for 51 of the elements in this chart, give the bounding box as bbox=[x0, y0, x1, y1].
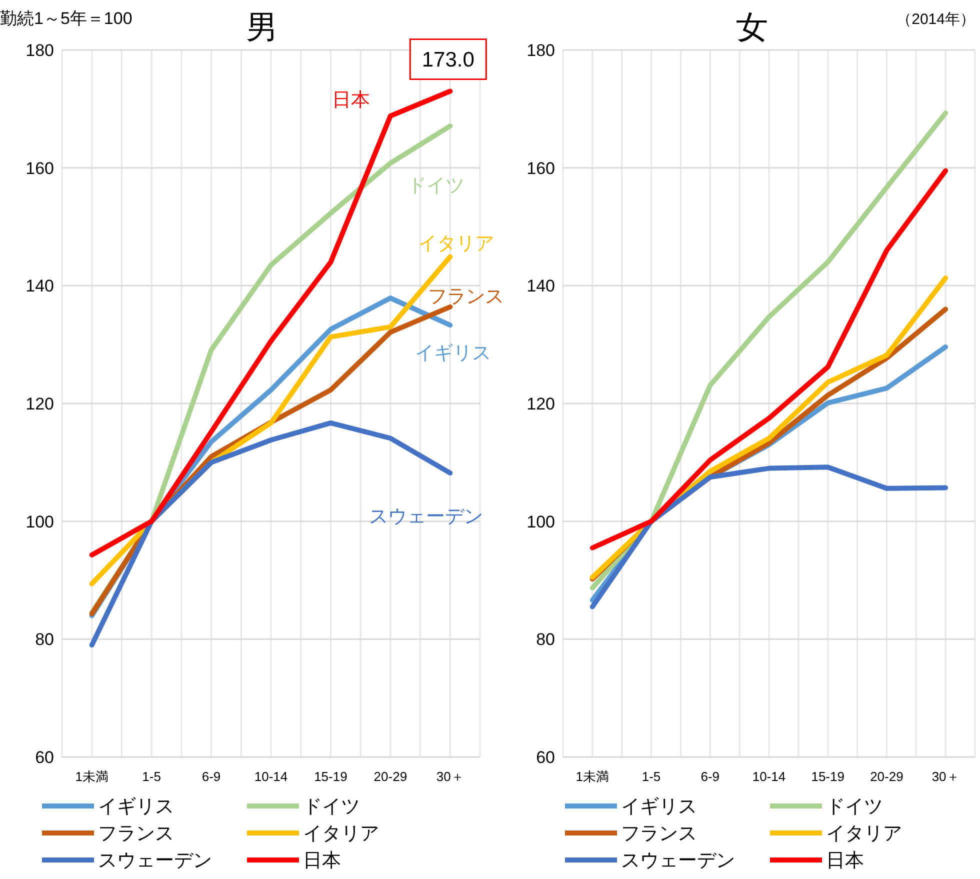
text: フランス bbox=[428, 286, 504, 308]
y-tick-label: 80 bbox=[536, 630, 555, 650]
legend-label: 日本 bbox=[826, 850, 864, 872]
text: ドイツ bbox=[408, 176, 465, 197]
x-tick-label: 1未満 bbox=[576, 769, 610, 784]
y-tick-label: 160 bbox=[526, 158, 555, 178]
legend-label: イギリス bbox=[621, 796, 697, 818]
x-tick-label: 30＋ bbox=[932, 769, 960, 784]
x-tick-label: 30＋ bbox=[436, 769, 464, 784]
x-tick-label: 1-5 bbox=[142, 769, 161, 784]
y-tick-label: 60 bbox=[35, 748, 54, 767]
y-tick-label: 120 bbox=[526, 394, 555, 414]
legend-label: スウェーデン bbox=[621, 850, 735, 872]
annotation: 173.0 bbox=[422, 48, 474, 72]
legend-label: スウェーデン bbox=[98, 850, 212, 872]
legend-label: 日本 bbox=[303, 850, 341, 872]
text: スウェーデン bbox=[369, 506, 484, 528]
text: （2014年） bbox=[896, 11, 975, 28]
x-tick-label: 6-9 bbox=[202, 769, 221, 784]
y-tick-label: 80 bbox=[35, 630, 54, 650]
y-tick-label: 140 bbox=[26, 276, 54, 296]
y-tick-label: 160 bbox=[26, 158, 54, 178]
legend-label: ドイツ bbox=[826, 796, 883, 818]
y-tick-label: 120 bbox=[26, 394, 54, 414]
legend-label: フランス bbox=[621, 824, 697, 845]
x-tick-label: 1-5 bbox=[642, 769, 661, 784]
x-tick-label: 1未満 bbox=[75, 769, 108, 784]
text: イギリス bbox=[415, 342, 492, 364]
y-tick-label: 180 bbox=[26, 40, 54, 60]
y-tick-label: 140 bbox=[526, 276, 555, 296]
legend-label: ドイツ bbox=[303, 796, 360, 818]
y-tick-label: 180 bbox=[526, 40, 555, 60]
x-tick-label: 20-29 bbox=[374, 769, 408, 784]
x-tick-label: 15-19 bbox=[811, 769, 844, 784]
y-tick-label: 100 bbox=[526, 512, 555, 532]
x-tick-label: 10-14 bbox=[752, 769, 786, 784]
legend-label: フランス bbox=[98, 824, 174, 845]
x-tick-label: 10-14 bbox=[254, 769, 288, 784]
text: 勤続1～5年＝100 bbox=[0, 9, 132, 28]
x-tick-label: 20-29 bbox=[870, 769, 904, 784]
text: イタリア bbox=[418, 233, 494, 254]
legend-label: イギリス bbox=[98, 796, 174, 818]
text: 日本 bbox=[332, 90, 370, 111]
chart-title: 女 bbox=[736, 9, 768, 45]
x-tick-label: 6-9 bbox=[700, 769, 720, 784]
chart-title: 男 bbox=[246, 9, 278, 45]
legend-label: イタリア bbox=[303, 824, 379, 845]
legend-label: イタリア bbox=[826, 824, 902, 845]
y-tick-label: 60 bbox=[536, 748, 555, 767]
y-tick-label: 100 bbox=[26, 512, 54, 532]
x-tick-label: 15-19 bbox=[314, 769, 348, 784]
